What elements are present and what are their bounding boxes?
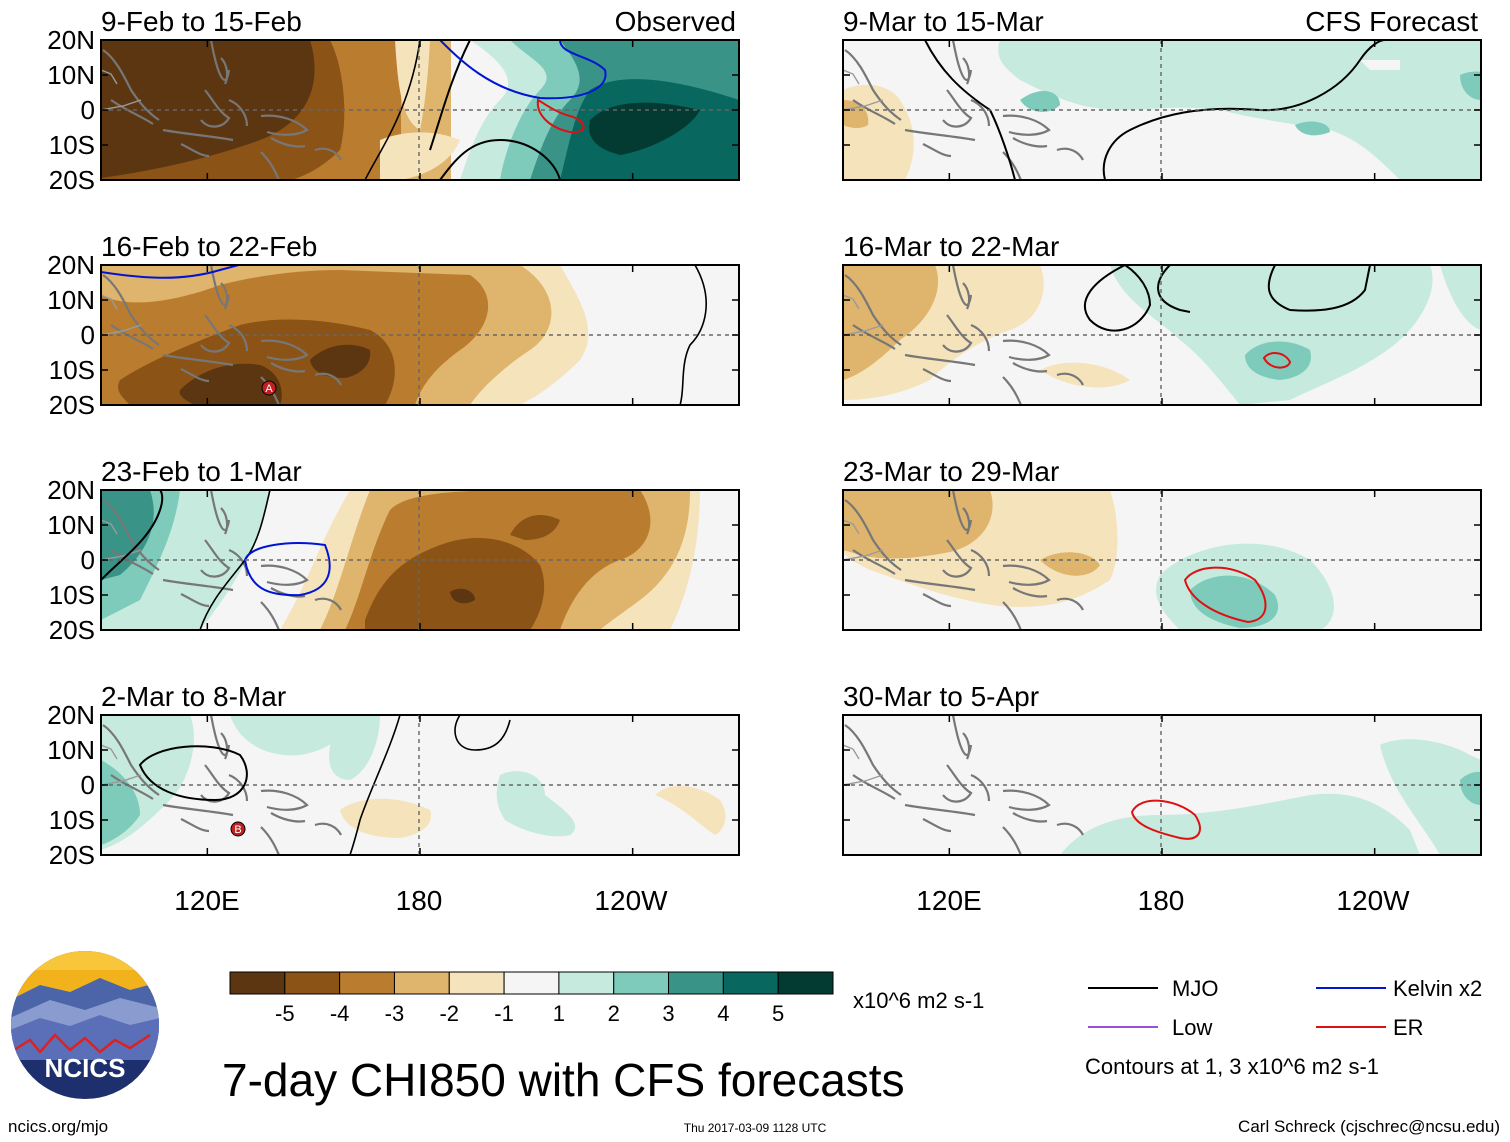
footer-credit: Carl Schreck (cjschrec@ncsu.edu) [1238,1117,1500,1136]
colorbar-swatch [558,971,615,995]
axis-ticks [101,39,1481,856]
lon-label: 120E [174,885,239,916]
lon-label: 120E [916,885,981,916]
footer-timestamp: Thu 2017-03-09 1128 UTC [684,1121,827,1135]
lat-label: 10S [49,805,95,835]
panel-title: 9-Mar to 15-Mar [843,6,1044,37]
lon-label: 180 [396,885,443,916]
map-panel-2: A [101,265,739,405]
colorbar-swatch [229,971,286,995]
colorbar-tick-label: 1 [553,1001,565,1026]
lat-label: 10S [49,130,95,160]
legend-label-kelvin: Kelvin x2 [1393,976,1482,1001]
map-panel-5 [843,40,1481,180]
legend-label-mjo: MJO [1172,976,1218,1001]
panel-title: 16-Mar to 22-Mar [843,231,1059,262]
legend: MJO Kelvin x2 Low ER Contours at 1, 3 x1… [1085,976,1482,1079]
panel-title: 9-Feb to 15-Feb [101,6,302,37]
observed-label: Observed [615,6,736,37]
lat-label: 10S [49,580,95,610]
lon-label: 120W [1336,885,1410,916]
lat-label: 0 [81,95,95,125]
colorbar-tick-label: 5 [772,1001,784,1026]
lat-label: 10N [47,285,95,315]
lon-label: 120W [594,885,668,916]
lat-label: 10N [47,510,95,540]
map-panel-3 [101,490,739,630]
map-panel-1 [101,40,739,180]
colorbar-swatch [448,971,505,995]
colorbar-swatch [722,971,779,995]
lat-label: 20N [47,250,95,280]
colorbar-swatch [503,971,560,995]
lat-label: 20N [47,475,95,505]
lat-label: 0 [81,545,95,575]
contours-note: Contours at 1, 3 x10^6 m2 s-1 [1085,1054,1379,1079]
map-panel-7 [843,490,1481,630]
colorbar [229,971,834,995]
colorbar-swatch [339,971,395,995]
lat-label: 10S [49,355,95,385]
lat-label: 20S [49,615,95,645]
lat-label: 10N [47,735,95,765]
colorbar-tick-label: -1 [494,1001,514,1026]
colorbar-swatch [284,971,341,995]
panel-title: 16-Feb to 22-Feb [101,231,317,262]
footer-url: ncics.org/mjo [8,1117,108,1136]
colorbar-tick-label: 4 [717,1001,729,1026]
panel-title: 30-Mar to 5-Apr [843,681,1039,712]
storm-marker-a: A [265,383,273,395]
panel-title: 23-Feb to 1-Mar [101,456,302,487]
legend-label-er: ER [1393,1015,1424,1040]
forecast-label: CFS Forecast [1305,6,1478,37]
storm-marker-b: B [234,824,241,836]
reference-lines [101,40,1481,855]
lat-label: 10N [47,60,95,90]
figure-title: 7-day CHI850 with CFS forecasts [222,1054,905,1106]
lat-label: 20N [47,25,95,55]
colorbar-swatch [777,971,834,995]
lat-label: 20S [49,840,95,870]
lat-label: 20N [47,700,95,730]
colorbar-tick-label: -2 [439,1001,459,1026]
colorbar-swatch [668,971,724,995]
lat-label: 0 [81,770,95,800]
logo-text: NCICS [45,1053,126,1083]
colorbar-tick-label: -3 [385,1001,405,1026]
lat-label: 20S [49,390,95,420]
colorbar-tick-label: 2 [608,1001,620,1026]
map-panel-6 [843,265,1481,405]
ncics-logo: NCICS [11,951,159,1099]
lon-label: 180 [1138,885,1185,916]
colorbar-tick-label: -4 [330,1001,350,1026]
latitude-labels: 20N 10N 0 10S 20S 20N 10N 0 10S 20S 20N 10N 0 10S 20S 2… [47,25,95,870]
map-panel-4: B [101,715,739,855]
panel-title: 2-Mar to 8-Mar [101,681,286,712]
lat-label: 20S [49,165,95,195]
colorbar-tick-label: -5 [275,1001,295,1026]
map-panel-8 [843,715,1481,855]
legend-label-low: Low [1172,1015,1212,1040]
colorbar-ticks: -5 -4 -3 -2 -1 1 2 3 4 5 [275,1001,784,1026]
colorbar-swatch [613,971,670,995]
colorbar-swatch [393,971,450,995]
colorbar-units: x10^6 m2 s-1 [853,988,984,1013]
colorbar-tick-label: 3 [662,1001,674,1026]
panel-title: 23-Mar to 29-Mar [843,456,1059,487]
lat-label: 0 [81,320,95,350]
